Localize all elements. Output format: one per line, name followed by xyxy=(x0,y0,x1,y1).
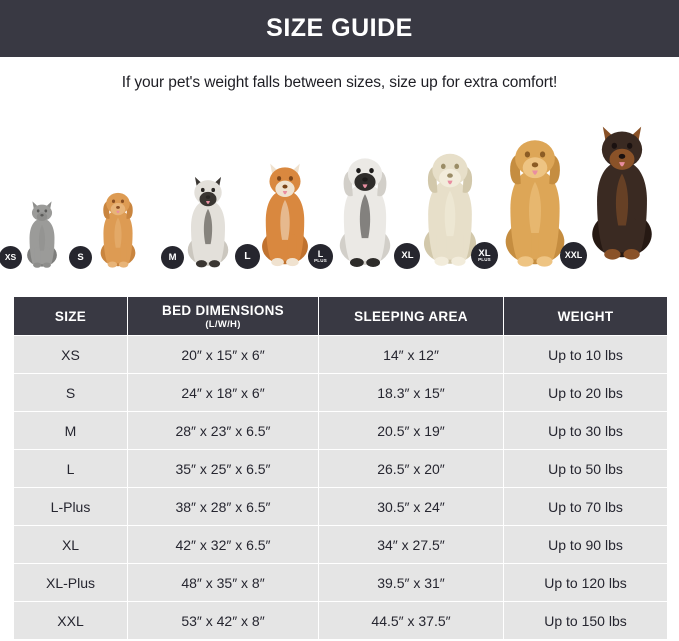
size-badge-main-label: M xyxy=(168,251,177,263)
table-header: SIZE BED DIMENSIONS (L/W/H) SLEEPING ARE… xyxy=(14,297,667,335)
cell-sleeping-area: 44.5″ x 37.5″ xyxy=(319,602,503,639)
dog-silhouette-m xyxy=(173,171,243,269)
cell-weight: Up to 10 lbs xyxy=(504,336,667,373)
cell-bed-dimensions: 20″ x 15″ x 6″ xyxy=(128,336,318,373)
dog-silhouette-l xyxy=(248,156,322,269)
cell-bed-dimensions: 28″ x 23″ x 6.5″ xyxy=(128,412,318,449)
lineup-item-shiba-inu: L xyxy=(225,156,345,269)
cell-weight: Up to 150 lbs xyxy=(504,602,667,639)
lineup-item-cat-gray: XS xyxy=(0,197,102,269)
column-header-sleeping-area-label: SLEEPING AREA xyxy=(354,308,468,324)
cell-size: L-Plus xyxy=(14,488,127,525)
size-badge-XL-PLUS: XL PLUS xyxy=(470,242,498,269)
dog-silhouette-xxl xyxy=(574,111,670,269)
cell-size: XS xyxy=(14,336,127,373)
table-row: M 28″ x 23″ x 6.5″ 20.5″ x 19″ Up to 30 lbs xyxy=(14,412,667,449)
table-row: L-Plus 38″ x 28″ x 6.5″ 30.5″ x 24″ Up to 7… xyxy=(14,488,667,525)
lineup-item-labrador-retriever: XL xyxy=(390,141,510,269)
cell-weight: Up to 30 lbs xyxy=(504,412,667,449)
cell-size: XXL xyxy=(14,602,127,639)
column-header-sleeping-area: SLEEPING AREA xyxy=(319,297,503,335)
cell-bed-dimensions: 48″ x 35″ x 8″ xyxy=(128,564,318,601)
size-badge-M: M xyxy=(161,246,185,269)
dog-silhouette-xl xyxy=(408,141,492,269)
cell-sleeping-area: 20.5″ x 19″ xyxy=(319,412,503,449)
cell-bed-dimensions: 38″ x 28″ x 6.5″ xyxy=(128,488,318,525)
table-row: XXL 53″ x 42″ x 8″ 44.5″ x 37.5″ Up to 150 … xyxy=(14,602,667,639)
column-header-size-label: SIZE xyxy=(54,308,87,324)
table-row: S 24″ x 18″ x 6″ 18.3″ x 15″ Up to 20 lbs xyxy=(14,374,667,411)
column-header-weight: WEIGHT xyxy=(504,297,667,335)
cat-silhouette-xs xyxy=(11,197,73,269)
cell-bed-dimensions: 35″ x 25″ x 6.5″ xyxy=(128,450,318,487)
table-row: XS 20″ x 15″ x 6″ 14″ x 12″ Up to 10 lbs xyxy=(14,336,667,373)
column-header-size: SIZE xyxy=(14,297,127,335)
cell-size: XL-Plus xyxy=(14,564,127,601)
lineup-item-border-collie: L PLUS xyxy=(305,147,425,269)
size-badge-XXL: XXL xyxy=(559,242,587,269)
page-header-bar: SIZE GUIDE xyxy=(0,0,679,57)
table-row: L 35″ x 25″ x 6.5″ 26.5″ x 20″ Up to 50 lbs xyxy=(14,450,667,487)
column-header-bed-dimensions-sublabel: (L/W/H) xyxy=(205,318,241,330)
cell-size: M xyxy=(14,412,127,449)
table-header-row: SIZE BED DIMENSIONS (L/W/H) SLEEPING ARE… xyxy=(14,297,667,335)
size-badge-main-label: XL xyxy=(401,250,414,262)
size-badge-XS: XS xyxy=(0,246,23,269)
table-row: XL-Plus 48″ x 35″ x 8″ 39.5″ x 31″ Up to 12… xyxy=(14,564,667,601)
subtitle-text: If your pet's weight falls between sizes… xyxy=(121,74,558,91)
cell-sleeping-area: 18.3″ x 15″ xyxy=(319,374,503,411)
cell-weight: Up to 70 lbs xyxy=(504,488,667,525)
size-badge-main-label: L xyxy=(317,248,324,259)
cell-sleeping-area: 34″ x 27.5″ xyxy=(319,526,503,563)
size-badge-main-label: XS xyxy=(4,252,17,263)
cell-sleeping-area: 26.5″ x 20″ xyxy=(319,450,503,487)
lineup-item-golden-retriever: XL PLUS xyxy=(470,127,595,269)
column-header-bed-dimensions-label: BED DIMENSIONS xyxy=(162,302,284,318)
cell-sleeping-area: 14″ x 12″ xyxy=(319,336,503,373)
size-badge-L-PLUS: L PLUS xyxy=(308,244,333,269)
lineup-item-french-bulldog: M xyxy=(148,171,268,269)
page-title: SIZE GUIDE xyxy=(266,14,413,42)
cell-weight: Up to 50 lbs xyxy=(504,450,667,487)
table-row: XL 42″ x 32″ x 6.5″ 34″ x 27.5″ Up to 90 lb… xyxy=(14,526,667,563)
size-badge-S: S xyxy=(69,246,93,269)
lineup-item-doberman-pinscher: XXL xyxy=(559,111,679,269)
cell-size: L xyxy=(14,450,127,487)
dog-silhouette-xl-plus xyxy=(485,127,585,269)
table-body: XS 20″ x 15″ x 6″ 14″ x 12″ Up to 10 lbs S 24… xyxy=(14,336,667,639)
size-badge-main-label: L xyxy=(244,250,251,263)
cell-bed-dimensions: 42″ x 32″ x 6.5″ xyxy=(128,526,318,563)
size-guide-table: SIZE BED DIMENSIONS (L/W/H) SLEEPING ARE… xyxy=(13,296,668,640)
size-badge-sub-label: PLUS xyxy=(314,257,327,263)
size-badge-main-label: S xyxy=(77,251,84,263)
subtitle-container: If your pet's weight falls between sizes… xyxy=(0,57,679,109)
cell-size: S xyxy=(14,374,127,411)
cell-weight: Up to 90 lbs xyxy=(504,526,667,563)
dog-silhouette-s xyxy=(81,185,155,269)
size-badge-L: L xyxy=(235,244,260,269)
column-header-bed-dimensions: BED DIMENSIONS (L/W/H) xyxy=(128,297,318,335)
cell-weight: Up to 120 lbs xyxy=(504,564,667,601)
cell-size: XL xyxy=(14,526,127,563)
cell-bed-dimensions: 24″ x 18″ x 6″ xyxy=(128,374,318,411)
cell-sleeping-area: 30.5″ x 24″ xyxy=(319,488,503,525)
size-badge-main-label: XL xyxy=(478,247,491,259)
size-badge-sub-label: PLUS xyxy=(478,257,491,262)
cell-sleeping-area: 39.5″ x 31″ xyxy=(319,564,503,601)
size-badge-main-label: XXL xyxy=(564,250,583,260)
column-header-weight-label: WEIGHT xyxy=(557,308,614,324)
lineup-item-pomeranian: S xyxy=(58,185,178,269)
dog-silhouette-l-plus xyxy=(321,147,409,269)
pet-size-lineup: XS S xyxy=(0,109,679,269)
cell-weight: Up to 20 lbs xyxy=(504,374,667,411)
size-badge-XL: XL xyxy=(394,243,421,269)
cell-bed-dimensions: 53″ x 42″ x 8″ xyxy=(128,602,318,639)
